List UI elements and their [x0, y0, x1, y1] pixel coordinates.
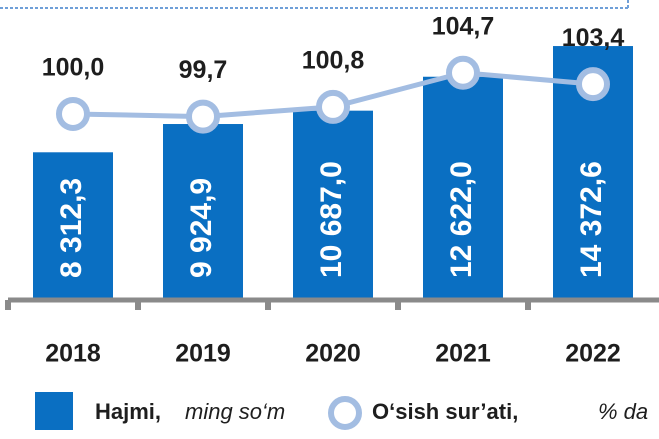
- plot: 8 312,3 9 924,9 10 687,0 12 622,0 14 372,6 10…: [33, 12, 633, 298]
- line-label: 100,0: [42, 54, 105, 82]
- x-tick-label: 2022: [565, 340, 621, 368]
- line-marker: [446, 55, 480, 90]
- line-marker: [186, 99, 220, 134]
- bar-label: 12 622,0: [445, 161, 478, 278]
- line-label: 104,7: [432, 12, 495, 40]
- legend-swatch: [328, 396, 362, 430]
- bar: [423, 76, 503, 298]
- x-tick-label: 2019: [175, 340, 231, 368]
- bar: [33, 152, 113, 298]
- bar-label: 9 924,9: [185, 178, 218, 278]
- bar-label: 10 687,0: [315, 161, 348, 278]
- legend-unit: % da: [598, 399, 648, 424]
- line-marker: [56, 96, 90, 131]
- x-tick-label: 2018: [45, 340, 101, 368]
- x-tick: [525, 300, 531, 310]
- x-tick-label: 2021: [435, 340, 491, 368]
- line-marker: [576, 67, 610, 102]
- legend-label: O‘sish sur’ati,: [372, 399, 518, 424]
- bar: [293, 110, 373, 298]
- x-tick: [265, 300, 271, 310]
- bar: [163, 124, 243, 298]
- legend-swatch: [35, 392, 73, 430]
- x-tick-label: 2020: [305, 340, 361, 368]
- line-label: 100,8: [302, 47, 365, 75]
- x-tick: [395, 300, 401, 310]
- legend-label: Hajmi,: [95, 399, 161, 424]
- x-tick: [5, 300, 11, 310]
- x-tick: [135, 300, 141, 310]
- bar-label: 14 372,6: [575, 161, 608, 278]
- line-label: 99,7: [179, 56, 228, 84]
- legend-unit: ming so‘m: [185, 399, 285, 424]
- line-marker: [316, 89, 350, 124]
- line-label: 103,4: [562, 24, 625, 52]
- bar-label: 8 312,3: [55, 178, 88, 278]
